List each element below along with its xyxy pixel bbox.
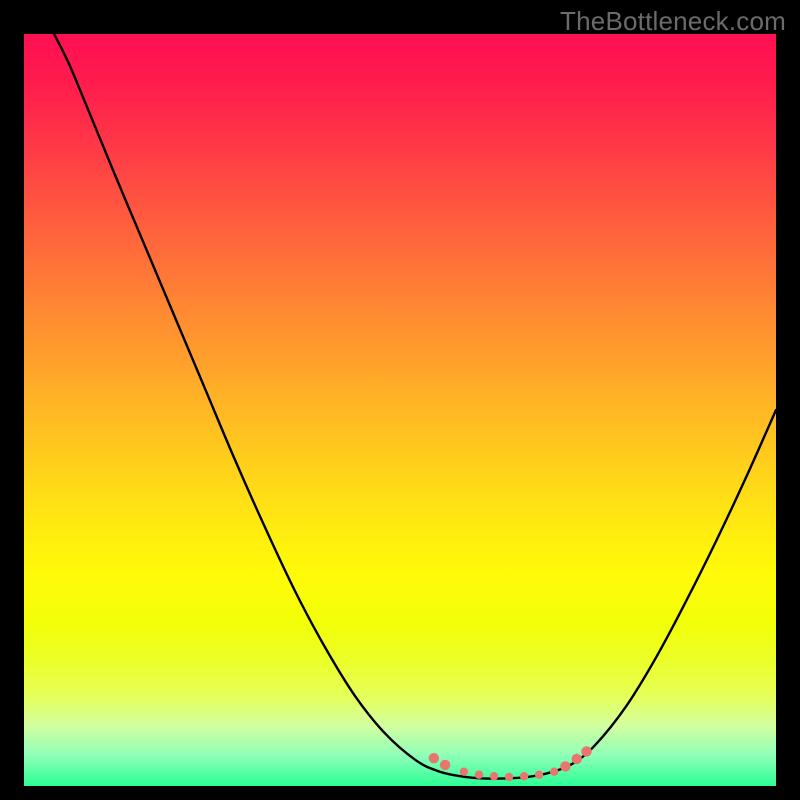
plot-area: [24, 34, 776, 786]
curve-marker: [572, 754, 582, 764]
curve-marker: [535, 771, 543, 779]
curve-marker: [581, 746, 591, 756]
chart-container: TheBottleneck.com: [0, 0, 800, 800]
watermark-text: TheBottleneck.com: [560, 6, 786, 37]
curve-markers: [24, 34, 776, 786]
curve-marker: [490, 772, 498, 780]
curve-marker: [560, 761, 570, 771]
curve-marker: [475, 771, 483, 779]
curve-marker: [505, 773, 513, 781]
curve-marker: [440, 760, 450, 770]
curve-marker: [520, 772, 528, 780]
curve-marker: [460, 768, 468, 776]
curve-marker: [550, 768, 558, 776]
curve-marker: [429, 753, 439, 763]
